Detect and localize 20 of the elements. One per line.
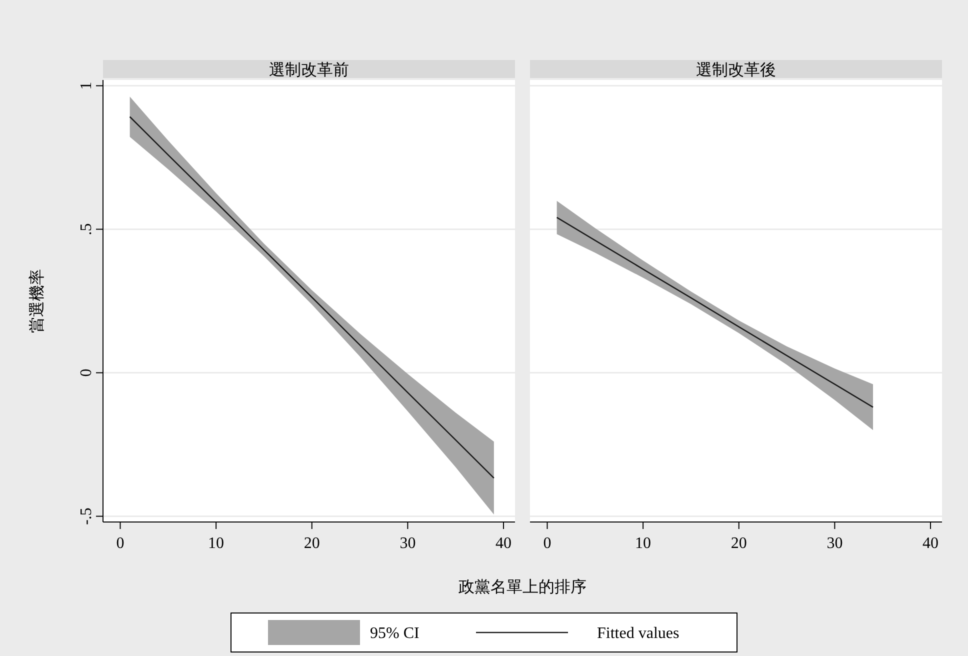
x-tick-label: 30 [400, 535, 416, 552]
y-tick-label: 1 [78, 82, 95, 90]
text: 95% CI [370, 625, 420, 642]
chart-title: 選制改革前 [269, 61, 349, 79]
chart-title: 選制改革後 [696, 61, 776, 79]
x-tick-label: 10 [208, 535, 224, 552]
x-tick-label: 30 [826, 535, 843, 552]
x-axis-title: 政黨名單上的排序 [458, 578, 586, 596]
x-tick-label: 0 [543, 535, 552, 552]
x-tick-label: 0 [116, 535, 124, 552]
x-tick-label: 40 [922, 535, 938, 552]
y-tick-label: .5 [78, 223, 95, 236]
x-tick-label: 20 [730, 535, 747, 552]
y-axis-title: 當選機率 [28, 269, 46, 333]
y-tick-label: 0 [78, 368, 95, 377]
x-tick-label: 20 [304, 535, 320, 552]
x-tick-label: 40 [496, 535, 512, 552]
x-tick-label: 10 [635, 535, 652, 552]
y-tick-label: -.5 [78, 508, 95, 525]
text: Fitted values [597, 625, 680, 642]
